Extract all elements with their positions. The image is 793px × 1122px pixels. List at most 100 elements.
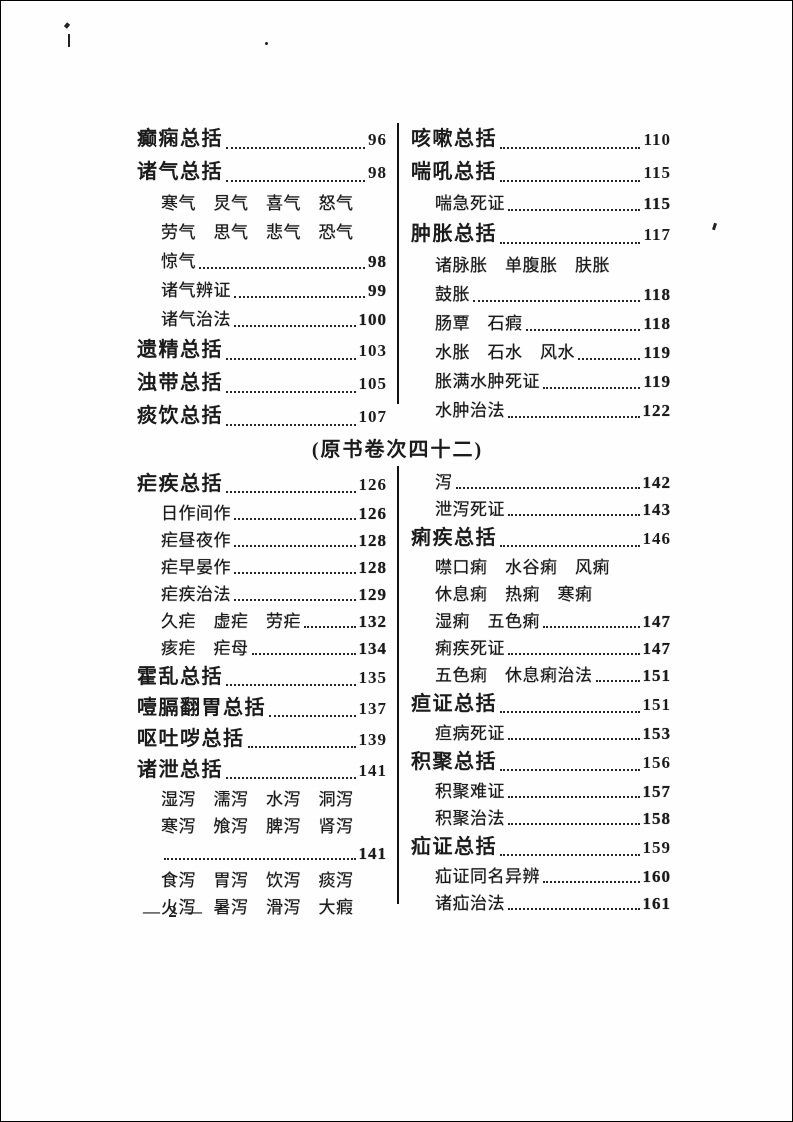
toc-entry: 积聚治法 158	[411, 805, 671, 832]
toc-entry: 遗精总括 103	[137, 334, 387, 367]
toc-entry: 水胀 石水 风水 119	[411, 338, 671, 367]
toc-entry: 咳嗽总括 110	[411, 123, 671, 156]
toc-entry: 疟疾治法 129	[137, 581, 387, 608]
dot-leader	[234, 296, 365, 298]
toc-entry-page: 132	[358, 612, 387, 631]
toc-entry: 诸脉胀 单腹胀 肤胀	[411, 251, 671, 280]
toc-entry: 久疟 虚疟 劳疟 132	[137, 608, 387, 635]
dot-leader	[500, 711, 640, 713]
dot-leader	[226, 684, 356, 686]
toc-entry: 疝证总括 159	[411, 832, 671, 863]
toc-entry: 寒泻 飧泻 脾泻 肾泻	[137, 813, 387, 840]
toc-entry-page: 119	[643, 343, 671, 362]
toc-entry-page: 142	[642, 473, 671, 492]
dot-leader	[500, 147, 641, 149]
dot-leader	[226, 391, 356, 393]
toc-entry: 胀满水肿死证 119	[411, 367, 671, 396]
toc-entry-page: 115	[643, 163, 671, 182]
toc-entry-label: 痢疾死证	[435, 639, 505, 658]
toc-entry-label: 疸证总括	[411, 693, 497, 715]
toc-entry-label: 水胀 石水 风水	[435, 343, 575, 362]
toc-entry: 痎疟 疟母 134	[137, 635, 387, 662]
toc-entry-label: 喘吼总括	[411, 161, 497, 183]
dot-leader	[508, 796, 640, 798]
toc-entry-label: 劳气 思气 悲气 恐气	[161, 223, 354, 242]
toc-entry: 喘急死证 115	[411, 189, 671, 218]
toc-entry-page: 98	[368, 163, 387, 182]
dot-leader	[595, 680, 640, 682]
toc-entry-label: 肠覃 石瘕	[435, 314, 523, 333]
toc-entry-label: 日作间作	[161, 504, 231, 523]
toc-entry-label: 诸疝治法	[435, 894, 505, 913]
toc-entry: 诸气辨证 99	[137, 276, 387, 305]
toc-entry: 霍乱总括 135	[137, 662, 387, 693]
toc-entry: 肠覃 石瘕 118	[411, 309, 671, 338]
toc-entry-page: 135	[358, 668, 387, 687]
toc-entry-label: 噤口痢 水谷痢 风痢	[435, 558, 610, 577]
toc-entry-label: 湿痢 五色痢	[435, 612, 540, 631]
toc-entry-page: 110	[643, 130, 671, 149]
dot-leader	[199, 267, 365, 269]
toc-entry-page: 151	[642, 695, 671, 714]
toc-entry-page: 157	[642, 782, 671, 801]
dot-leader	[500, 242, 641, 244]
dot-leader	[578, 358, 641, 360]
dot-leader	[473, 300, 641, 302]
toc-entry-page: 141	[358, 844, 387, 863]
toc-entry: 食泻 胃泻 饮泻 痰泻	[137, 867, 387, 894]
toc-column-bottom-right: 泻 142 泄泻死证 143 痢疾总括 146 噤口痢 水谷痢 风痢	[411, 469, 671, 917]
toc-entry: 火泻 暑泻 滑泻 大瘕	[137, 894, 387, 921]
toc-entry-label: 噎膈翻胃总括	[137, 697, 266, 719]
dot-leader	[234, 518, 356, 520]
toc-entry: 疝证同名异辨 160	[411, 863, 671, 890]
dot-leader	[304, 626, 356, 628]
dot-leader	[500, 545, 640, 547]
toc-entry: 痰饮总括 107	[137, 400, 387, 433]
toc-entry-page: 117	[643, 225, 671, 244]
toc-entry-page: 119	[643, 372, 671, 391]
toc-entry-page: 115	[643, 194, 671, 213]
dot-leader	[234, 599, 356, 601]
dot-leader	[508, 653, 640, 655]
toc-entry: 痢疾死证 147	[411, 635, 671, 662]
dot-leader	[234, 325, 356, 327]
dot-leader	[234, 572, 356, 574]
toc-entry-label: 诸脉胀 单腹胀 肤胀	[435, 256, 610, 275]
scan-artifact	[265, 42, 268, 45]
dot-leader	[508, 908, 640, 910]
toc-entry-label: 湿泻 濡泻 水泻 洞泻	[161, 790, 354, 809]
toc-entry: 积聚总括 156	[411, 747, 671, 778]
toc-entry-label: 水肿治法	[435, 401, 505, 420]
toc-entry: 寒气 炅气 喜气 怒气	[137, 189, 387, 218]
toc-entry-page: 161	[642, 894, 671, 913]
toc-entry-label: 痎疟 疟母	[161, 639, 249, 658]
toc-entry-label: 积聚总括	[411, 751, 497, 773]
toc-entry-label: 癫痫总括	[137, 128, 223, 150]
scan-artifact	[63, 22, 71, 29]
toc-entry-label: 五色痢 休息痢治法	[435, 666, 593, 685]
toc-entry-label: 食泻 胃泻 饮泻 痰泻	[161, 871, 354, 890]
scan-artifact	[68, 34, 70, 47]
toc-column-top-left: 癫痫总括 96 诸气总括 98 寒气 炅气 喜气 怒气 劳气 思气 悲气 恐气	[137, 123, 387, 433]
toc-entry-page: 118	[643, 314, 671, 333]
toc-entry-page: 98	[368, 252, 387, 271]
toc-entry: 浊带总括 105	[137, 367, 387, 400]
dot-leader	[226, 491, 356, 493]
dot-leader	[508, 209, 641, 211]
toc-entry-label: 霍乱总括	[137, 666, 223, 688]
toc-entry-label: 疸病死证	[435, 724, 505, 743]
toc-entry: 休息痢 热痢 寒痢	[411, 581, 671, 608]
column-divider-bottom	[397, 466, 399, 904]
toc-entry-label: 泄泻死证	[435, 500, 505, 519]
dot-leader	[500, 180, 641, 182]
toc-entry: 鼓胀 118	[411, 280, 671, 309]
toc-entry-label: 疟疾总括	[137, 473, 223, 495]
toc-entry-label: 泻	[435, 473, 453, 492]
toc-entry-label: 胀满水肿死证	[435, 372, 540, 391]
toc-entry-page: 143	[642, 500, 671, 519]
toc-entry: 积聚难证 157	[411, 778, 671, 805]
page-number-footer: — 2 —	[143, 902, 204, 921]
toc-entry-page: 158	[642, 809, 671, 828]
toc-entry: 疟昼夜作 128	[137, 527, 387, 554]
